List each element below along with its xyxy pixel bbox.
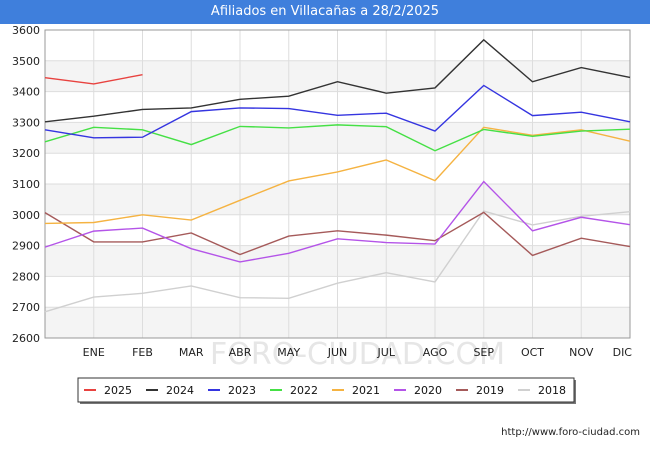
series-line-2023 <box>44 84 631 139</box>
series-line-2025 <box>44 73 143 85</box>
series-line-2018 <box>44 210 631 313</box>
y-tick-label: 2800 <box>12 270 40 283</box>
y-tick-label: 3600 <box>12 24 40 37</box>
y-tick-label: 3400 <box>12 86 40 99</box>
y-tick-label: 2900 <box>12 240 40 253</box>
source-url: http://www.foro-ciudad.com <box>501 427 640 438</box>
x-tick-label: JUN <box>327 346 348 359</box>
x-axis: ENE FEB MAR ABR MAY JUN JUL AGO SEP OCT NOV DIC <box>83 346 633 359</box>
legend-label-2025: 2025 <box>104 384 132 397</box>
x-tick-label: NOV <box>569 346 594 359</box>
series-line-2024 <box>44 38 631 123</box>
x-tick-label: SEP <box>473 346 494 359</box>
x-tick-label: MAY <box>277 346 300 359</box>
x-tick-label: ABR <box>229 346 252 359</box>
y-tick-label: 3100 <box>12 178 40 191</box>
series-line-2020 <box>44 180 631 263</box>
x-tick-label: ENE <box>83 346 105 359</box>
legend-label-2022: 2022 <box>290 384 318 397</box>
series-line-2022 <box>44 124 631 152</box>
series-lines <box>44 38 631 313</box>
chart-title: Afiliados en Villacañas a 28/2/2025 <box>0 0 650 24</box>
x-tick-label: AGO <box>423 346 448 359</box>
legend-label-2024: 2024 <box>166 384 194 397</box>
y-tick-label: 3500 <box>12 55 40 68</box>
y-tick-label: 3300 <box>12 116 40 129</box>
x-tick-label: JUL <box>377 346 396 359</box>
x-tick-label: FEB <box>132 346 153 359</box>
x-tick-label: DIC <box>613 346 633 359</box>
x-tick-label: OCT <box>521 346 544 359</box>
legend-box <box>77 377 575 403</box>
series-line-2021 <box>44 126 631 225</box>
x-tick-label: MAR <box>179 346 204 359</box>
y-tick-label: 3000 <box>12 209 40 222</box>
legend: 2025 2024 2023 2022 2021 2020 2019 2018 <box>77 377 576 404</box>
y-tick-label: 2700 <box>12 301 40 314</box>
legend-label-2018: 2018 <box>538 384 566 397</box>
series-line-2019 <box>44 211 631 257</box>
y-tick-label: 2600 <box>12 332 40 345</box>
y-axis: 2600 2700 2800 2900 3000 3100 3200 3300 3400 3500… <box>12 24 40 345</box>
legend-label-2019: 2019 <box>476 384 504 397</box>
legend-label-2020: 2020 <box>414 384 442 397</box>
y-tick-label: 3200 <box>12 147 40 160</box>
plot-frame <box>44 29 631 339</box>
legend-label-2023: 2023 <box>228 384 256 397</box>
legend-label-2021: 2021 <box>352 384 380 397</box>
watermark: FORO-CIUDAD.COM <box>210 337 505 372</box>
